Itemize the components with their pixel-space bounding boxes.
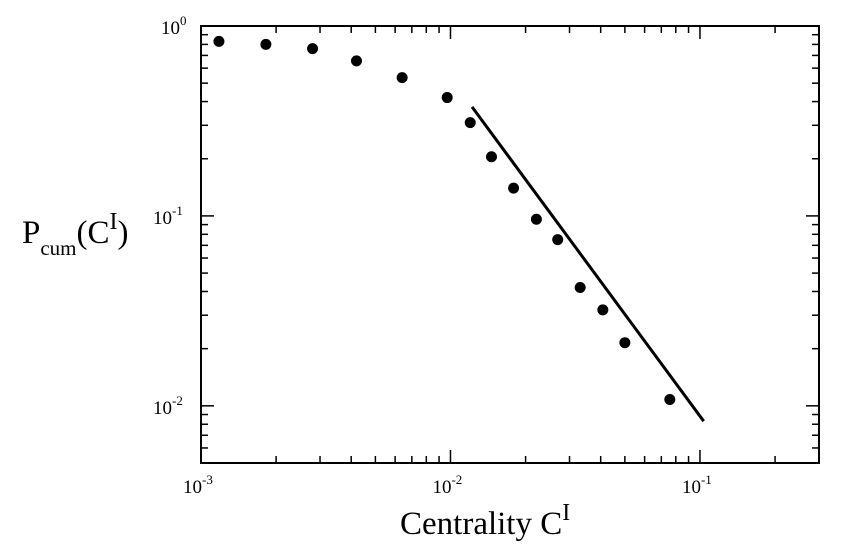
data-point xyxy=(664,393,676,405)
data-point xyxy=(485,151,497,163)
y-axis-label-main: P xyxy=(22,215,41,251)
y-axis-label-sub: cum xyxy=(40,236,77,260)
data-point xyxy=(597,304,609,316)
y-axis-label: Pcum(CI) xyxy=(22,210,129,259)
data-point xyxy=(574,281,586,293)
data-point xyxy=(530,213,542,225)
x-axis-label-sup: I xyxy=(562,500,571,526)
y-axis-label-mid: (C xyxy=(76,215,110,251)
data-point xyxy=(464,117,476,129)
x-tick-label-1e-3: 10 xyxy=(183,477,202,498)
data-point xyxy=(213,35,225,47)
x-axis-label-main: Centrality C xyxy=(400,506,563,542)
y-tick-labels: 10 0 10 -1 10 -2 xyxy=(153,13,187,419)
data-points xyxy=(213,35,676,405)
x-axis-label: Centrality CI xyxy=(400,501,570,543)
y-tick-label-1e0: 10 xyxy=(161,18,180,39)
y-tick-exp-1e-1: -1 xyxy=(172,203,183,218)
data-point xyxy=(619,337,631,349)
x-tick-exp-1e-2: -2 xyxy=(451,472,462,487)
y-axis-label-sup: I xyxy=(109,209,118,235)
x-tick-exp-1e-3: -3 xyxy=(202,472,213,487)
data-point xyxy=(441,92,453,104)
y-tick-label-1e-2: 10 xyxy=(153,398,172,419)
data-point xyxy=(307,43,319,55)
x-tick-label-1e-2: 10 xyxy=(432,477,451,498)
y-tick-label-1e-1: 10 xyxy=(153,208,172,229)
power-law-fit-line xyxy=(470,106,705,423)
y-tick-exp-1e-2: -2 xyxy=(172,393,183,408)
plot-frame xyxy=(200,25,820,464)
data-point xyxy=(508,182,520,194)
x-tick-labels: 10 -3 10 -2 10 -1 xyxy=(183,472,712,498)
x-tick-exp-1e-1: -1 xyxy=(701,472,712,487)
x-tick-label-1e-1: 10 xyxy=(682,477,701,498)
data-point xyxy=(350,55,362,67)
data-point xyxy=(552,234,564,246)
data-point xyxy=(396,72,408,84)
y-axis-label-end: ) xyxy=(117,215,129,251)
data-point xyxy=(260,38,272,50)
axis-ticks xyxy=(200,25,820,464)
y-tick-exp-1e0: 0 xyxy=(180,13,187,28)
